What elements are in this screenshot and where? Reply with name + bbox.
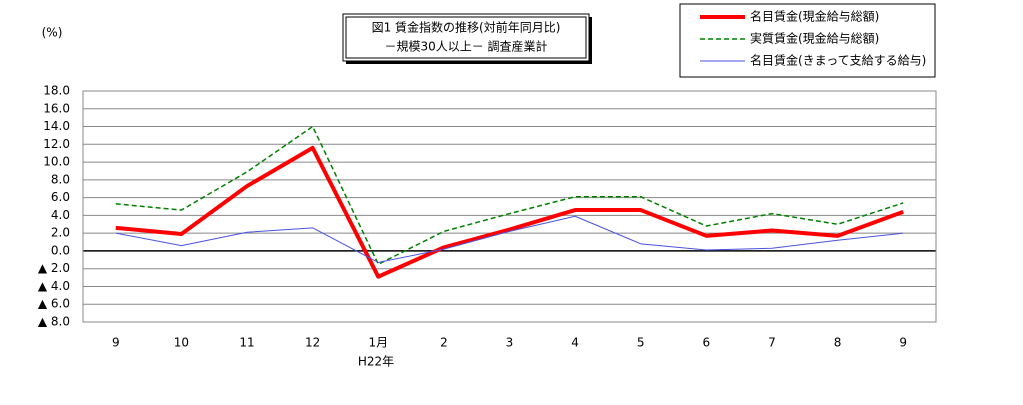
x-tick-label: 4	[571, 336, 579, 350]
annotation: H22年	[358, 355, 394, 369]
legend-label: 名目賃金(現金給与総額)	[750, 9, 879, 24]
y-tick-label: 18.0	[43, 84, 70, 98]
x-tick-label: 7	[768, 336, 776, 350]
legend-label: 実質賃金(現金給与総額)	[750, 31, 879, 46]
y-axis-label: (%)	[42, 26, 63, 40]
x-tick-label: 1月	[368, 336, 388, 350]
y-tick-label: 2.0	[51, 226, 70, 240]
y-tick-label: ▲ 2.0	[38, 261, 70, 275]
legend-label: 名目賃金(きまって支給する給与)	[750, 53, 926, 68]
y-tick-label: 0.0	[51, 243, 70, 257]
y-tick-label: 10.0	[43, 155, 70, 169]
x-tick-label: 9	[899, 336, 907, 350]
x-tick-label: 5	[637, 336, 645, 350]
x-tick-label: 12	[305, 336, 320, 350]
plot-border	[82, 90, 937, 323]
y-tick-label: 12.0	[43, 137, 70, 151]
y-tick-label: 8.0	[51, 172, 70, 186]
y-tick-label: 4.0	[51, 208, 70, 222]
title-box	[342, 13, 590, 62]
title-box-inner	[345, 16, 587, 59]
x-tick-label: 10	[174, 336, 189, 350]
y-tick-label: ▲ 4.0	[38, 279, 70, 293]
series-line	[115, 145, 904, 279]
x-tick-label: 3	[506, 336, 514, 350]
y-tick-label: ▲ 6.0	[38, 297, 70, 311]
x-tick-label: 9	[112, 336, 120, 350]
series-line	[115, 215, 904, 263]
x-tick-label: 8	[834, 336, 842, 350]
y-tick-label: 6.0	[51, 190, 70, 204]
y-tick-label: 16.0	[43, 101, 70, 115]
x-tick-label: 2	[440, 336, 448, 350]
chart-subtitle: －規模30人以上－ 調査産業計	[384, 39, 547, 54]
series-line	[115, 125, 904, 265]
x-tick-label: 6	[703, 336, 711, 350]
x-tick-label: 11	[239, 336, 254, 350]
y-tick-label: ▲ 8.0	[38, 315, 70, 329]
chart-title: 図1 賃金指数の推移(対前年同月比)	[372, 20, 561, 35]
y-tick-label: 14.0	[43, 119, 70, 133]
